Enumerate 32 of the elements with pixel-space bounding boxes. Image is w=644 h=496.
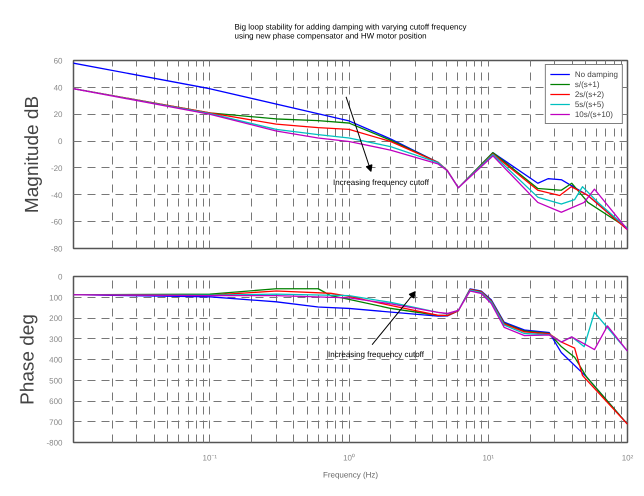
y-tick-label: -80: [50, 244, 64, 254]
x-tick-label: 10⁰: [343, 454, 355, 462]
y-tick-label: -40: [50, 190, 64, 200]
y-axis-title: Phase deg: [17, 314, 38, 405]
y-tick-label: 0: [58, 272, 64, 282]
y-tick-label: 40: [54, 83, 64, 92]
x-axis-title: Frequency (Hz): [322, 470, 378, 480]
legend-label: 2s/(s+2): [574, 89, 604, 99]
y-tick-label: 0: [58, 137, 64, 146]
y-tick-label: 20: [54, 110, 64, 120]
y-tick-label: -800: [46, 438, 64, 448]
y-tick-label: -60: [50, 218, 64, 227]
y-tick-label: 60: [54, 56, 64, 66]
x-tick-label: 10²: [622, 454, 634, 462]
x-tick-label: 10¹: [482, 454, 494, 462]
y-tick-label: 500: [49, 376, 64, 386]
legend-label: s/(s+1): [574, 79, 600, 89]
legend-label: 5s/(s+5): [574, 99, 604, 109]
x-tick-label: 10⁻¹: [202, 454, 218, 462]
annotation: Increasing frequency cutoff: [333, 178, 430, 188]
y-tick-label: 600: [49, 397, 64, 406]
y-tick-label: 200: [49, 314, 64, 323]
annotation: Increasing frequency cutoff: [328, 350, 425, 360]
chart-title: Big loop stability for adding damping with varying cutoff frequency using new phase compensator and HW motor position: [234, 22, 466, 40]
y-tick-label: -20: [50, 164, 64, 173]
legend-label: No damping: [574, 69, 618, 79]
legend-label: 10s/(s+10): [574, 109, 613, 119]
y-tick-label: 700: [49, 418, 64, 427]
y-tick-label: 400: [49, 356, 64, 364]
y-axis-title: Magnitude dB: [22, 96, 43, 214]
y-tick-label: 300: [49, 334, 64, 344]
y-tick-label: 100: [49, 293, 64, 302]
